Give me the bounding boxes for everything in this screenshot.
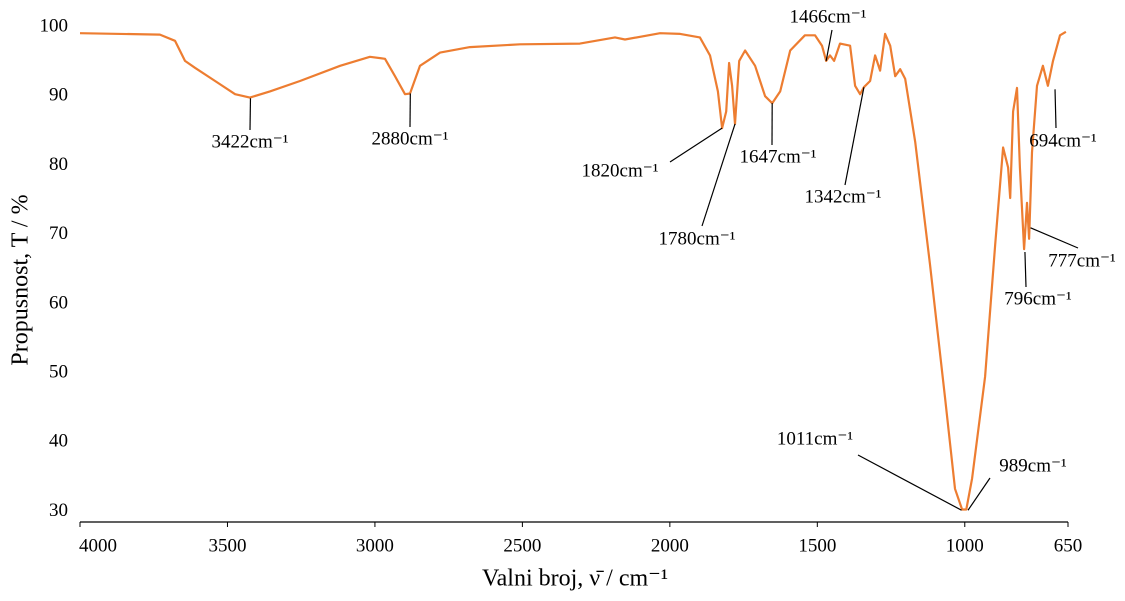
annotation-label: 989cm⁻¹ (999, 455, 1067, 476)
y-tick-label: 80 (49, 154, 68, 175)
x-tick-label: 3500 (208, 535, 246, 556)
x-tick-label: 650 (1054, 535, 1083, 556)
annotation-leader (825, 29, 833, 62)
y-axis-title: Propusnost, T / % (8, 194, 34, 365)
x-tick-label: 2500 (503, 535, 541, 556)
annotation-leader (701, 123, 736, 227)
annotation-label: 694cm⁻¹ (1029, 130, 1097, 151)
annotation-label: 796cm⁻¹ (1004, 288, 1072, 309)
y-tick-label: 70 (49, 223, 68, 244)
annotation-label: 777cm⁻¹ (1048, 250, 1116, 271)
annotation-leader (967, 477, 991, 511)
x-axis-title: Valni broj, ν̄ / cm⁻¹ (482, 566, 668, 592)
annotation-label: 1466cm⁻¹ (790, 6, 867, 27)
x-tick-label: 4000 (79, 535, 117, 556)
annotation-label: 1820cm⁻¹ (582, 160, 659, 181)
annotation-label: 1647cm⁻¹ (740, 146, 817, 167)
annotation-label: 2880cm⁻¹ (372, 128, 449, 149)
annotation-label: 1780cm⁻¹ (659, 228, 736, 249)
annotation-leader (1030, 227, 1079, 249)
y-tick-label: 30 (49, 500, 68, 521)
annotation-label: 1342cm⁻¹ (805, 186, 882, 207)
y-tick-label: 60 (49, 292, 68, 313)
annotation-leader (857, 454, 962, 511)
x-tick-label: 3000 (356, 535, 394, 556)
y-tick-label: 40 (49, 431, 68, 452)
annotation-leader (1054, 89, 1057, 129)
x-tick-label: 1500 (798, 535, 836, 556)
x-tick-label: 1000 (946, 535, 984, 556)
annotation-leader (669, 127, 723, 163)
y-tick-label: 90 (49, 85, 68, 106)
annotation-label: 1011cm⁻¹ (777, 428, 854, 449)
x-tick-label: 2000 (651, 535, 689, 556)
y-tick-label: 50 (49, 362, 68, 383)
spectrum-line (79, 30, 1067, 511)
annotation-leader (1024, 251, 1027, 288)
y-tick-label: 100 (40, 15, 69, 36)
annotation-label: 3422cm⁻¹ (212, 131, 289, 152)
annotation-leader (844, 87, 865, 186)
